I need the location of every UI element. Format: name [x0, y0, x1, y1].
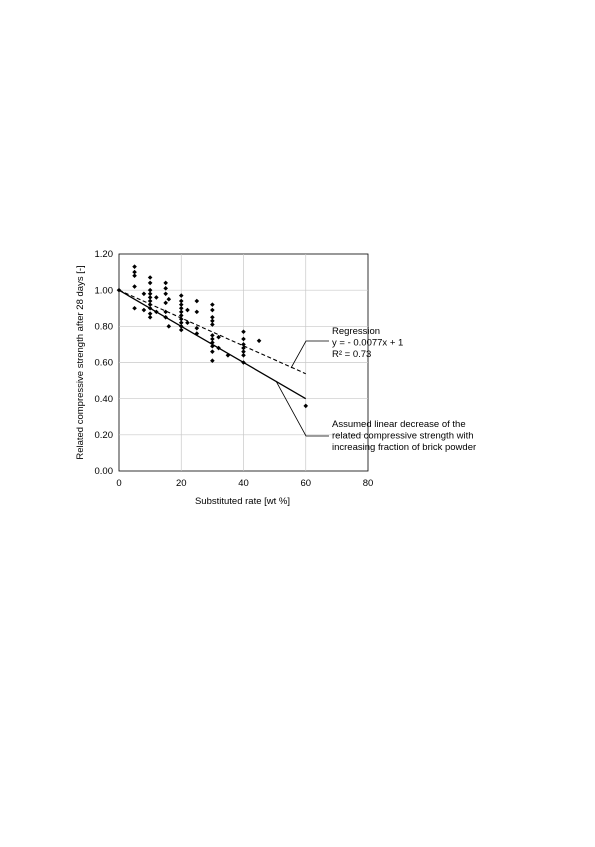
- y-tick-label: 0.40: [95, 394, 114, 405]
- data-point: [147, 302, 153, 307]
- data-point: [210, 333, 215, 338]
- regression-leader: [290, 340, 329, 369]
- x-tick-label: 60: [300, 478, 311, 489]
- data-point: [163, 286, 168, 291]
- data-point: [178, 316, 184, 322]
- data-point: [241, 336, 246, 342]
- data-point: [141, 307, 147, 313]
- data-point: [132, 305, 137, 311]
- x-axis-label: Substituted rate [wt %]: [195, 496, 290, 507]
- y-tick-label: 0.60: [95, 358, 114, 369]
- data-point: [194, 298, 200, 304]
- data-point: [303, 403, 309, 409]
- annotation-leaders: [275, 340, 329, 437]
- x-tick-label: 40: [238, 478, 249, 489]
- data-point: [210, 340, 215, 345]
- data-point: [210, 322, 215, 327]
- data-point: [147, 314, 153, 320]
- data-point: [210, 349, 215, 354]
- regression-annotation-line: y = - 0.0077x + 1: [332, 338, 403, 349]
- x-tick-label: 0: [116, 478, 121, 489]
- data-point: [147, 295, 153, 300]
- data-point: [241, 360, 246, 365]
- data-point: [210, 307, 215, 313]
- data-point: [210, 358, 215, 363]
- assumption-leader: [275, 380, 329, 437]
- y-tick-label: 0.20: [95, 430, 114, 441]
- data-point: [147, 275, 153, 280]
- data-point: [241, 352, 246, 358]
- data-point: [178, 298, 184, 304]
- data-point: [194, 309, 200, 315]
- data-point: [178, 305, 184, 311]
- data-point: [241, 342, 246, 347]
- data-point: [210, 314, 215, 320]
- data-point: [132, 284, 137, 289]
- data-point: [132, 269, 137, 275]
- regression-annotation: Regression y = - 0.0077x + 1 R² = 0.73: [332, 326, 406, 360]
- data-point: [210, 318, 215, 324]
- data-point: [147, 311, 153, 316]
- grid-lines: [119, 254, 368, 471]
- data-point: [185, 307, 190, 313]
- x-tick-label: 20: [176, 478, 187, 489]
- data-point: [132, 264, 137, 269]
- data-point: [256, 338, 262, 344]
- y-tick-label: 1.20: [95, 249, 114, 260]
- data-point: [178, 320, 184, 326]
- data-points: [116, 264, 309, 409]
- x-tick-label: 80: [363, 478, 374, 489]
- data-point: [147, 287, 153, 293]
- data-point: [147, 291, 153, 297]
- data-point: [163, 309, 168, 315]
- data-point: [141, 291, 147, 297]
- data-point: [185, 320, 190, 326]
- data-point: [154, 295, 159, 300]
- data-point: [163, 280, 168, 286]
- data-point: [116, 287, 122, 293]
- assumption-annotation: Assumed linear decrease of the related c…: [332, 419, 476, 453]
- data-point: [178, 324, 184, 329]
- data-point: [178, 293, 184, 298]
- assumption-annotation-line: Assumed linear decrease of the: [332, 419, 466, 430]
- assumption-annotation-line: related compressive strength with: [332, 431, 474, 442]
- data-point: [210, 336, 215, 342]
- data-point: [216, 334, 221, 340]
- tick-labels: 0.00 0.20 0.40 0.60 0.80 1.00 1.20 0 20 40 60 80: [95, 249, 374, 489]
- data-point: [241, 349, 246, 354]
- data-point: [178, 327, 184, 333]
- y-tick-label: 0.00: [95, 466, 114, 477]
- data-point: [210, 302, 215, 307]
- data-point: [216, 345, 221, 351]
- assumption-annotation-line: increasing fraction of brick powder: [332, 442, 476, 453]
- data-point: [178, 302, 184, 307]
- data-point: [178, 309, 184, 315]
- data-point: [210, 343, 215, 349]
- data-point: [194, 331, 200, 336]
- data-point: [154, 309, 159, 315]
- data-point: [132, 273, 137, 278]
- data-point: [147, 305, 153, 311]
- data-point: [241, 345, 246, 351]
- data-point: [163, 314, 168, 320]
- data-point: [194, 325, 200, 331]
- data-point: [225, 352, 231, 358]
- data-point: [147, 298, 153, 304]
- y-tick-label: 1.00: [95, 285, 114, 296]
- y-axis-label: Related compressive strength after 28 da…: [75, 265, 86, 459]
- regression-annotation-line: R² = 0.73: [332, 349, 371, 360]
- data-point: [166, 296, 172, 302]
- data-point: [163, 300, 168, 306]
- data-point: [178, 313, 184, 318]
- data-point: [147, 280, 153, 286]
- data-point: [241, 329, 246, 335]
- data-point: [163, 291, 168, 297]
- data-point: [166, 324, 172, 329]
- y-tick-label: 0.80: [95, 322, 114, 333]
- regression-annotation-line: Regression: [332, 326, 380, 337]
